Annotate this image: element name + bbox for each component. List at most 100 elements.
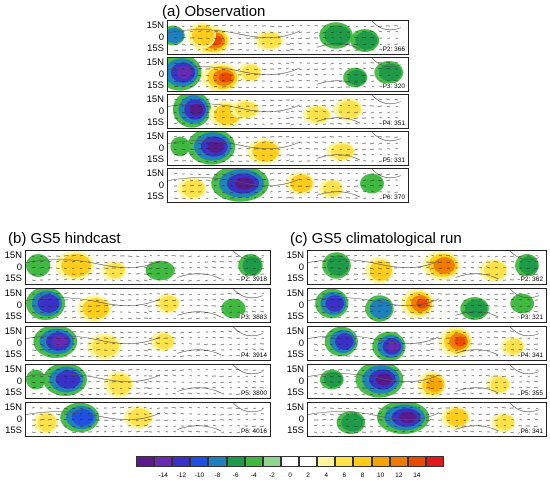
panel-label: P3: 320	[381, 83, 406, 90]
map-panel-hind-2: P2: 3918	[25, 250, 271, 285]
y-tick-label: 15S	[147, 43, 164, 54]
y-tick-label: 15N	[286, 364, 304, 375]
anomaly-contour	[379, 304, 389, 313]
y-tick-label: 15S	[287, 273, 304, 284]
coastline	[308, 327, 539, 356]
anomaly-map	[26, 365, 265, 398]
y-tick-label: 15N	[286, 288, 304, 299]
map-panel-clim-4: P4: 341	[307, 326, 547, 361]
colorbar-tick-label: 14	[413, 472, 421, 479]
colorbar-tick-label: -14	[158, 472, 168, 479]
colorbar-box	[208, 456, 227, 467]
anomaly-map	[308, 365, 539, 398]
anomaly-contour	[233, 305, 243, 312]
wind-vectors	[313, 254, 539, 282]
y-tick-label: 15N	[4, 288, 22, 299]
anomaly-contour	[347, 105, 358, 114]
map-panel-hind-4: P4: 3914	[25, 326, 271, 361]
anomaly-contour	[493, 266, 503, 275]
panel-label: P6: 341	[519, 428, 544, 435]
anomaly-contour	[181, 143, 188, 150]
coastline	[26, 327, 263, 356]
anomaly-map	[168, 95, 401, 128]
panel-label: P2: 362	[519, 276, 544, 283]
y-tick-label: 15S	[147, 191, 164, 202]
panel-label: P5: 3800	[239, 390, 268, 397]
anomaly-map	[308, 403, 539, 435]
anomaly-map	[26, 251, 265, 282]
panel-label: P4: 351	[381, 120, 406, 127]
anomaly-contour	[43, 297, 57, 310]
coastline	[26, 403, 263, 432]
map-panel-hind-6: P6: 4016	[25, 402, 271, 437]
y-tick-label: 15S	[287, 387, 304, 398]
anomaly-contour	[201, 31, 211, 40]
panel-label: P3: 321	[519, 314, 544, 321]
anomaly-map	[26, 289, 265, 322]
y-tick-label: 15S	[147, 117, 164, 128]
wind-vectors	[173, 24, 399, 52]
anomaly-contour	[268, 37, 279, 44]
panel-label: P6: 4016	[239, 428, 268, 435]
y-tick-label: 0	[298, 375, 304, 387]
anomaly-map	[168, 132, 401, 165]
y-tick-label: 15N	[286, 326, 304, 337]
anomaly-contour	[513, 343, 522, 350]
colorbar-box	[335, 456, 354, 467]
panel-label: P6: 370	[381, 194, 406, 201]
y-tick-label: 0	[298, 413, 304, 425]
colorbar-tick-label: -4	[250, 472, 257, 479]
y-tick-label: 0	[16, 375, 22, 387]
y-tick-label: 15N	[146, 57, 164, 68]
panel-label: P2: 366	[381, 46, 406, 53]
map-panel-obs-2: P2: 366	[167, 20, 409, 55]
y-tick-label: 15S	[5, 387, 22, 398]
colorbar-tick-label: -2	[268, 472, 275, 479]
colorbar-tick-label: 2	[306, 472, 310, 479]
coastline	[26, 251, 263, 280]
y-tick-label: 15N	[146, 94, 164, 105]
coastline	[26, 289, 263, 318]
anomaly-contour	[522, 300, 531, 307]
panel-title-clim: (c) GS5 climatological run	[290, 230, 462, 247]
anomaly-contour	[398, 411, 417, 424]
colorbar-box	[262, 456, 281, 467]
map-panel-clim-3: P3: 321	[307, 288, 547, 323]
anomaly-contour	[45, 418, 55, 427]
anomaly-contour	[159, 267, 170, 274]
wind-vectors	[31, 330, 265, 358]
anomaly-contour	[38, 261, 47, 270]
anomaly-contour	[455, 413, 465, 422]
wind-vectors	[173, 98, 399, 126]
anomaly-contour	[191, 184, 202, 193]
coastline	[26, 365, 263, 394]
wind-vectors	[313, 406, 539, 434]
anomaly-contour	[207, 140, 224, 153]
colorbar-box	[190, 456, 209, 467]
anomaly-map	[168, 58, 404, 91]
anomaly-contour	[503, 419, 512, 426]
anomaly-contour	[299, 179, 310, 188]
wind-vectors	[313, 368, 539, 396]
colorbar-tick-label: -8	[214, 472, 221, 479]
coastline	[168, 132, 401, 161]
panel-title-obs: (a) Observation	[162, 3, 266, 20]
map-panel-obs-3: P3: 320	[167, 57, 409, 92]
map-panel-obs-5: P5: 331	[167, 131, 409, 166]
coastline	[308, 289, 539, 318]
map-panel-hind-5: P5: 3800	[25, 364, 271, 399]
anomaly-contour	[137, 413, 148, 422]
colorbar-tick-label: -6	[232, 472, 239, 479]
y-tick-label: 15S	[147, 80, 164, 91]
y-tick-label: 15S	[5, 311, 22, 322]
anomaly-contour	[218, 72, 232, 83]
anomaly-contour	[336, 261, 346, 270]
y-tick-label: 15S	[5, 425, 22, 436]
y-tick-label: 0	[16, 299, 22, 311]
anomaly-contour	[364, 36, 375, 45]
anomaly-contour	[189, 103, 204, 116]
panel-label: P2: 3918	[239, 276, 268, 283]
colorbar-box	[353, 456, 372, 467]
anomaly-contour	[388, 68, 399, 77]
anomaly-contour	[62, 373, 78, 386]
